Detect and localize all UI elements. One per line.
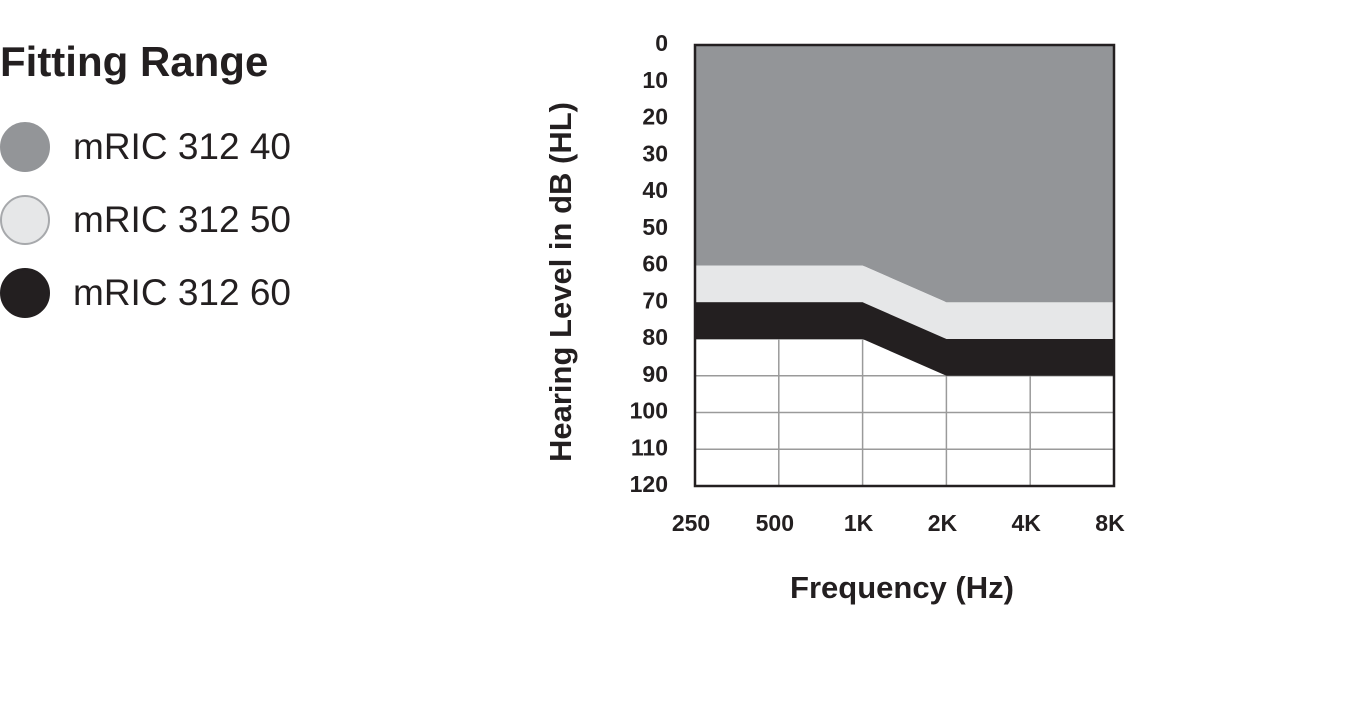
x-tick-label: 8K xyxy=(1095,510,1125,536)
y-tick-label: 120 xyxy=(630,471,668,497)
y-tick-label: 70 xyxy=(642,287,668,313)
x-tick-label: 250 xyxy=(672,510,710,536)
y-tick-label: 10 xyxy=(642,67,668,93)
legend-swatch xyxy=(0,122,50,172)
y-tick-label: 110 xyxy=(631,434,668,460)
x-tick-label: 1K xyxy=(844,510,874,536)
legend-swatch xyxy=(0,268,50,318)
y-tick-label: 80 xyxy=(642,324,668,350)
y-tick-label: 30 xyxy=(642,140,668,166)
y-tick-label: 50 xyxy=(642,214,668,240)
area xyxy=(695,302,1114,376)
y-tick-label: 60 xyxy=(642,251,668,277)
y-tick-label: 0 xyxy=(655,30,668,56)
area xyxy=(695,265,1114,339)
legend-swatch xyxy=(0,195,50,245)
area xyxy=(695,45,1114,303)
y-tick-label: 20 xyxy=(642,104,668,130)
x-tick-label: 4K xyxy=(1011,510,1041,536)
x-tick-label: 500 xyxy=(756,510,794,536)
legend-label: mRIC 312 50 xyxy=(73,199,291,240)
x-axis-label: Frequency (Hz) xyxy=(790,570,1014,605)
y-tick-label: 40 xyxy=(642,177,668,203)
plot-frame xyxy=(693,43,1116,488)
y-axis-label: Hearing Level in dB (HL) xyxy=(543,102,578,462)
x-tick-label: 2K xyxy=(928,510,958,536)
y-tick-label: 100 xyxy=(630,398,668,424)
chart-title: Fitting Range xyxy=(0,38,268,85)
legend-label: mRIC 312 60 xyxy=(73,272,291,313)
y-tick-label: 90 xyxy=(642,361,668,387)
legend-label: mRIC 312 40 xyxy=(73,126,291,167)
